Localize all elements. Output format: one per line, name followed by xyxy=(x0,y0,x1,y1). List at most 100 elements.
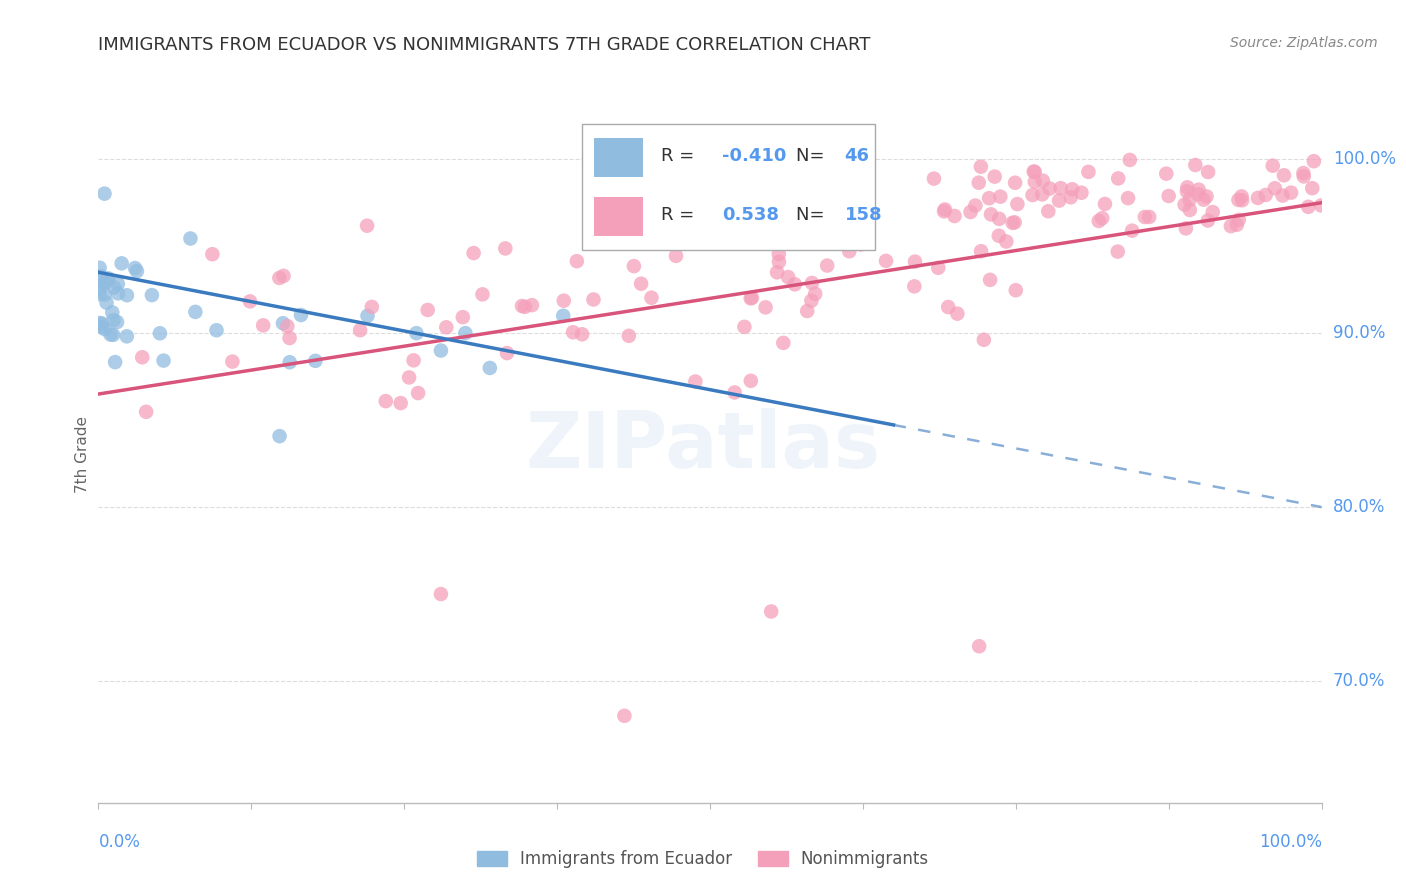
Point xyxy=(90,320,112,334)
Point xyxy=(1279,186,1302,200)
Point xyxy=(988,189,1011,203)
Point xyxy=(724,385,747,400)
Point xyxy=(1247,191,1270,205)
Point xyxy=(107,277,129,291)
Text: 158: 158 xyxy=(845,206,882,224)
Point xyxy=(141,288,163,302)
Point xyxy=(936,300,959,314)
Point xyxy=(304,354,326,368)
Point xyxy=(801,276,824,290)
Text: R =: R = xyxy=(661,206,700,224)
Point xyxy=(1302,154,1324,169)
Point xyxy=(970,160,993,174)
Point xyxy=(1031,187,1053,202)
Point xyxy=(1107,244,1129,259)
Point xyxy=(513,300,536,314)
Point xyxy=(1039,181,1062,195)
Point xyxy=(766,265,789,279)
Text: 90.0%: 90.0% xyxy=(1333,324,1385,343)
Point xyxy=(91,317,114,331)
Bar xyxy=(593,197,643,235)
Point xyxy=(1133,210,1156,224)
Point xyxy=(374,394,396,409)
Point xyxy=(553,309,575,323)
Text: 46: 46 xyxy=(845,147,869,165)
Point xyxy=(1292,166,1315,180)
Point xyxy=(979,273,1001,287)
Point xyxy=(406,386,429,401)
Point xyxy=(1264,181,1286,195)
Bar xyxy=(593,138,643,177)
Point xyxy=(987,228,1010,243)
Point xyxy=(1197,213,1219,227)
Point xyxy=(1007,197,1029,211)
Text: 100.0%: 100.0% xyxy=(1258,833,1322,851)
Point xyxy=(111,256,134,270)
Point xyxy=(100,327,122,342)
Point xyxy=(1187,187,1209,202)
Point xyxy=(796,304,818,318)
Point xyxy=(1175,185,1198,199)
Point xyxy=(356,309,378,323)
Point xyxy=(761,604,783,618)
Point xyxy=(783,277,806,292)
Point xyxy=(124,261,146,276)
Point xyxy=(430,343,453,358)
Point xyxy=(959,205,981,219)
Point xyxy=(1174,197,1197,211)
Point xyxy=(988,211,1011,226)
Point xyxy=(1219,219,1241,234)
Point xyxy=(179,231,201,245)
Point xyxy=(1022,164,1045,178)
Point xyxy=(405,326,427,340)
Point xyxy=(768,255,790,269)
Point xyxy=(1032,174,1054,188)
Point xyxy=(562,325,585,339)
Point xyxy=(711,230,734,244)
Point xyxy=(430,587,453,601)
Point xyxy=(89,287,111,301)
Point xyxy=(398,370,420,384)
Point xyxy=(1119,153,1142,167)
Point xyxy=(553,293,575,308)
Point xyxy=(983,169,1005,184)
Point xyxy=(977,191,1000,205)
Point xyxy=(94,276,117,290)
Point xyxy=(973,333,995,347)
Point xyxy=(101,327,124,342)
Point xyxy=(1202,205,1225,219)
Point xyxy=(278,355,301,369)
Point xyxy=(665,249,688,263)
Point xyxy=(922,171,945,186)
Point xyxy=(1157,189,1180,203)
Point xyxy=(904,254,927,268)
Point xyxy=(903,279,925,293)
Point xyxy=(131,351,153,365)
Point xyxy=(103,280,125,294)
Point xyxy=(290,308,312,322)
Point xyxy=(94,287,117,301)
Point xyxy=(1178,193,1201,207)
Point xyxy=(1301,181,1323,195)
Point xyxy=(741,194,763,209)
Point xyxy=(1192,193,1215,207)
Point xyxy=(1175,180,1198,194)
Text: Source: ZipAtlas.com: Source: ZipAtlas.com xyxy=(1230,36,1378,50)
Point xyxy=(1226,218,1249,232)
Point xyxy=(1230,194,1253,208)
Point xyxy=(1001,216,1024,230)
Point xyxy=(93,186,115,201)
Point xyxy=(1038,204,1060,219)
Point xyxy=(946,307,969,321)
Point xyxy=(1195,189,1218,203)
Point xyxy=(1178,202,1201,217)
Point xyxy=(778,270,800,285)
Point xyxy=(205,323,228,337)
Point xyxy=(1047,194,1070,208)
Point xyxy=(1049,181,1071,195)
Point xyxy=(349,323,371,337)
Point xyxy=(494,242,516,256)
Point xyxy=(252,318,274,333)
Point xyxy=(1154,167,1177,181)
Point xyxy=(239,294,262,309)
